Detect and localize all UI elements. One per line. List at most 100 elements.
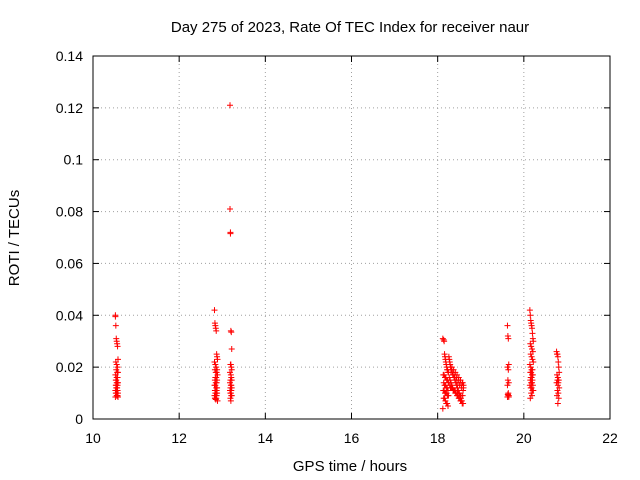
x-axis-label: GPS time / hours — [293, 458, 407, 475]
data-point — [505, 393, 512, 400]
data-point — [504, 382, 511, 389]
data-point — [554, 382, 561, 389]
x-tick-label: 14 — [258, 430, 274, 446]
data-point — [505, 335, 512, 342]
x-tick-label: 12 — [171, 430, 187, 446]
data-point — [530, 358, 537, 365]
data-point — [505, 361, 512, 368]
data-point — [112, 322, 119, 329]
data-point — [554, 353, 561, 360]
x-tick-label: 22 — [602, 430, 618, 446]
data-point — [504, 364, 511, 371]
data-point — [211, 307, 218, 314]
data-point — [504, 377, 511, 384]
data-point — [459, 392, 466, 399]
data-point — [448, 379, 455, 386]
data-point — [460, 387, 467, 394]
data-point — [114, 393, 121, 400]
data-point — [529, 345, 536, 352]
data-point — [529, 330, 536, 337]
x-tick-label: 18 — [430, 430, 446, 446]
data-point — [228, 329, 235, 336]
data-point — [526, 361, 533, 368]
data-point — [213, 369, 220, 376]
data-point — [112, 313, 119, 320]
data-point — [527, 312, 534, 319]
data-point — [528, 343, 535, 350]
y-tick-label: 0.04 — [56, 307, 83, 323]
data-point — [227, 230, 234, 237]
data-point — [227, 102, 234, 109]
data-point — [528, 374, 535, 381]
data-point — [114, 343, 121, 350]
data-point — [447, 384, 454, 391]
data-point — [530, 338, 537, 345]
x-tick-label: 10 — [85, 430, 101, 446]
data-point — [504, 391, 511, 398]
data-point — [439, 335, 446, 342]
y-tick-label: 0.1 — [64, 152, 84, 168]
y-tick-label: 0 — [75, 411, 83, 427]
data-point — [227, 369, 234, 376]
data-point — [114, 364, 121, 371]
data-point — [212, 396, 219, 403]
data-point — [527, 340, 534, 347]
data-point — [529, 325, 536, 332]
y-tick-labels: 0 0.02 0.04 0.06 0.08 0.1 0.12 0.14 — [56, 48, 83, 427]
data-point — [211, 358, 218, 365]
data-point — [213, 364, 220, 371]
data-point — [555, 358, 562, 365]
data-point — [114, 369, 121, 376]
data-point — [554, 387, 561, 394]
x-tick-label: 16 — [344, 430, 360, 446]
data-point — [504, 322, 511, 329]
data-point — [459, 379, 466, 386]
data-point — [505, 379, 512, 386]
data-point — [555, 395, 562, 402]
y-tick-label: 0.08 — [56, 204, 83, 220]
data-point — [445, 392, 452, 399]
data-point — [112, 358, 119, 365]
data-point — [460, 400, 467, 407]
y-tick-label: 0.12 — [56, 100, 83, 116]
data-point — [505, 366, 512, 373]
grid-lines — [93, 56, 610, 419]
y-tick-label: 0.02 — [56, 359, 83, 375]
data-point — [441, 395, 448, 402]
data-point — [529, 356, 536, 363]
data-point — [528, 390, 535, 397]
data-point — [228, 392, 235, 399]
data-point — [227, 397, 234, 404]
data-point — [554, 371, 561, 378]
axis-ticks — [92, 55, 611, 420]
data-point — [441, 338, 448, 345]
chart-title: Day 275 of 2023, Rate Of TEC Index for r… — [171, 19, 529, 36]
data-point — [213, 374, 220, 381]
y-tick-label: 0.14 — [56, 48, 83, 64]
data-point — [214, 356, 221, 363]
data-point — [528, 353, 535, 360]
data-point — [553, 379, 560, 386]
data-point — [460, 382, 467, 389]
y-axis-label: ROTI / TECUs — [6, 190, 23, 286]
x-tick-label: 20 — [516, 430, 532, 446]
data-point — [444, 400, 451, 407]
data-point — [227, 379, 234, 386]
data-point — [113, 392, 120, 399]
data-point — [447, 377, 454, 384]
data-point — [446, 374, 453, 381]
data-point — [439, 405, 446, 412]
data-point — [526, 307, 533, 314]
data-point — [212, 361, 219, 368]
data-point — [555, 364, 562, 371]
data-points — [112, 102, 563, 412]
data-point — [554, 400, 561, 407]
data-point — [554, 377, 561, 384]
data-point — [213, 327, 220, 334]
data-point — [113, 361, 120, 368]
data-point — [445, 403, 452, 410]
data-point — [555, 390, 562, 397]
data-point — [227, 205, 234, 212]
